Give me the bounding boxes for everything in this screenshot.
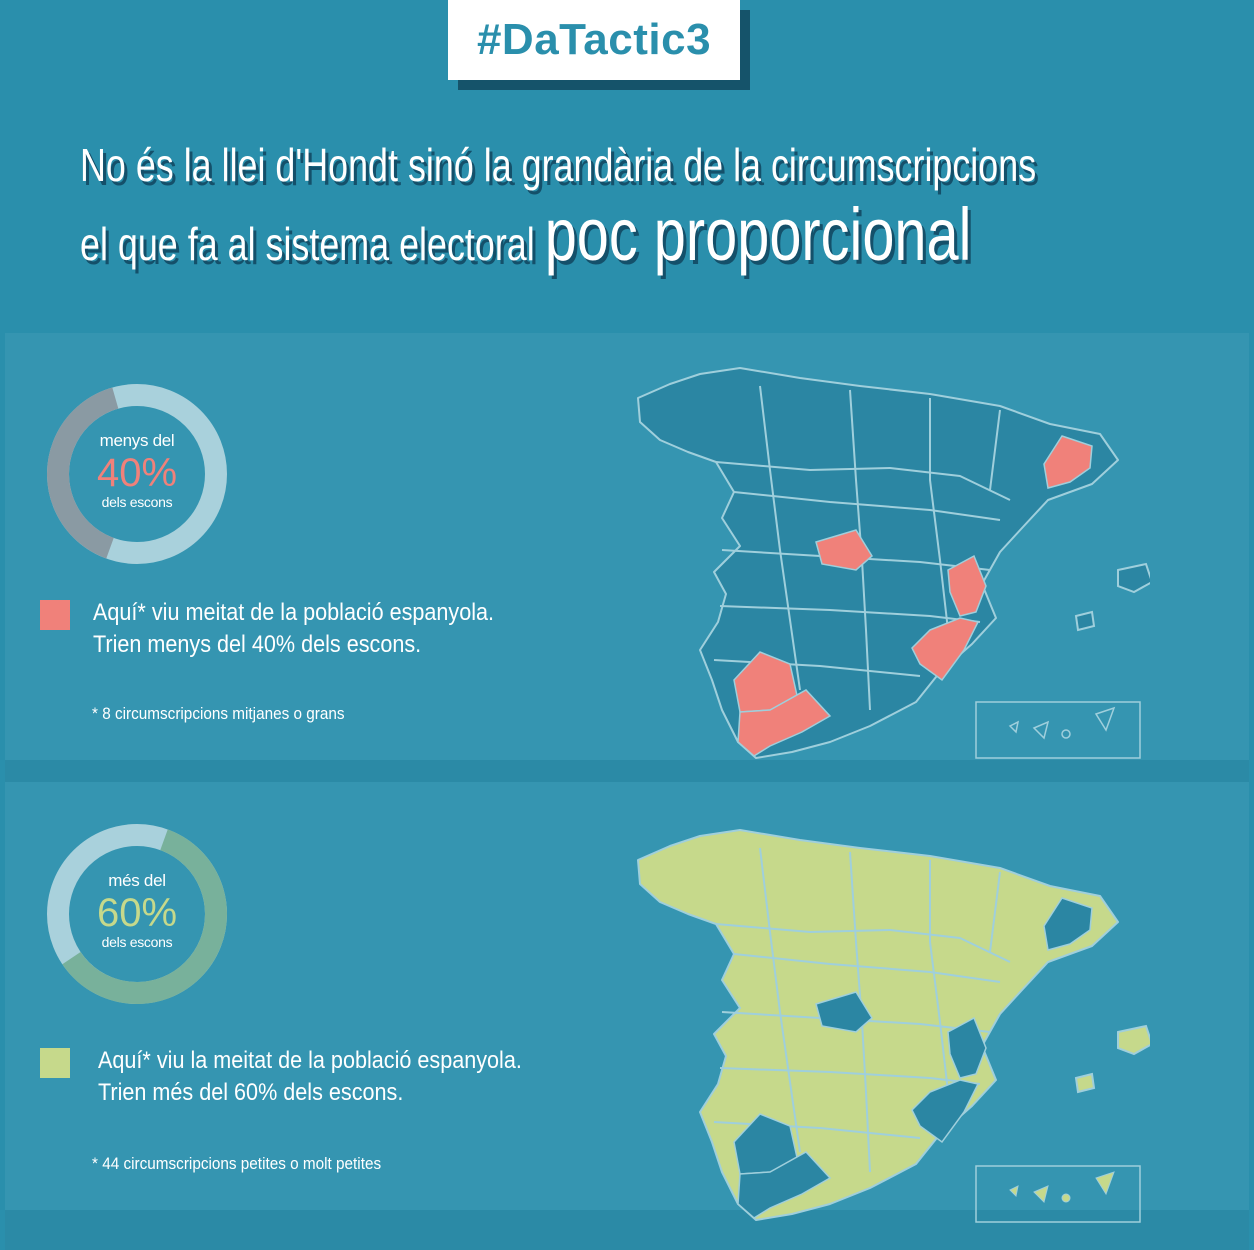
legend-line-2: Trien menys del 40% dels escons.	[93, 631, 422, 658]
donut-top-label: més del	[108, 871, 166, 890]
canary-island	[1061, 729, 1071, 739]
region-valencia	[947, 1016, 987, 1079]
panel-small-circumscriptions	[5, 782, 1249, 1210]
legend-line-2: Trien més del 60% dels escons.	[98, 1079, 404, 1106]
province-border	[715, 923, 1011, 963]
headline-line-2: el que fa al sistema electoral poc propo…	[80, 198, 971, 279]
headline-emphasis: poc proporcional	[544, 193, 972, 276]
region-madrid	[815, 991, 873, 1033]
province-border	[713, 1121, 921, 1139]
island-ibiza	[1074, 610, 1096, 632]
region-madrid	[815, 529, 873, 571]
donut-value: 60%	[96, 891, 178, 935]
canary-island	[1032, 720, 1050, 740]
legend-line-1: Aquí* viu meitat de la població espanyol…	[93, 599, 495, 626]
donut-ring	[47, 384, 227, 564]
donut-value: 40%	[96, 451, 178, 495]
province-border	[719, 605, 981, 623]
footnote-small: * 44 circumscripcions petites o molt pet…	[92, 1154, 382, 1173]
province-border	[759, 847, 801, 1153]
province-border	[989, 409, 1001, 491]
footer-strip	[5, 1210, 1249, 1250]
donut-share-arc	[47, 384, 227, 564]
canary-islands-inset	[975, 1165, 1141, 1223]
canary-islands-inset	[975, 701, 1141, 759]
donut-bottom-label: dels escons	[101, 494, 173, 510]
section-divider	[5, 760, 1249, 782]
spain-outline	[637, 367, 1119, 759]
panel-big-circumscriptions	[5, 333, 1249, 760]
spain-map-svg	[637, 829, 1150, 1223]
headline-line-2-lead: el que fa al sistema electoral	[80, 218, 535, 270]
province-border	[715, 461, 1011, 501]
region-alicante-murcia	[911, 617, 980, 682]
headline-line-1: No és la llei d'Hondt sinó la grandària …	[80, 139, 1037, 191]
province-border	[759, 385, 801, 691]
legend-swatch-green	[40, 1048, 70, 1078]
province-border	[929, 398, 949, 631]
donut-top-label: menys del	[99, 431, 175, 450]
province-border	[733, 491, 1001, 521]
canary-island	[1095, 1171, 1115, 1196]
spain-map-small-regions	[630, 822, 1150, 1232]
island-mallorca	[1117, 1024, 1150, 1056]
region-malaga-cadiz	[737, 1151, 832, 1219]
legend-text-small: Aquí* viu la meitat de la població espan…	[98, 1045, 522, 1109]
donut-bottom-label: dels escons	[101, 934, 173, 950]
island-mallorca	[1117, 562, 1150, 594]
canary-island	[1094, 706, 1116, 732]
canary-island	[1008, 720, 1020, 734]
donut-chart-big: menys del 40% dels escons	[46, 383, 228, 565]
donut-ring	[47, 824, 227, 1004]
province-border	[929, 860, 949, 1093]
province-border	[719, 1067, 981, 1085]
island-ibiza	[1074, 1072, 1096, 1094]
canary-island	[1061, 1193, 1071, 1203]
spain-map-big-regions	[630, 360, 1150, 770]
footnote-big: * 8 circumscripcions mitjanes o grans	[92, 704, 345, 723]
province-border	[989, 871, 1001, 953]
spain-map-svg	[637, 367, 1150, 759]
canary-island	[1009, 1185, 1019, 1198]
spain-outline	[637, 829, 1119, 1221]
headline: No és la llei d'Hondt sinó la grandària …	[80, 130, 1037, 279]
region-valencia	[947, 554, 987, 617]
region-alicante-murcia	[911, 1079, 980, 1144]
region-malaga-cadiz	[737, 689, 832, 757]
donut-chart-small: més del 60% dels escons	[46, 823, 228, 1005]
donut-share-arc	[47, 824, 227, 1004]
legend-swatch-coral	[40, 600, 70, 630]
region-barcelona	[1043, 435, 1093, 489]
legend-line-1: Aquí* viu la meitat de la població espan…	[98, 1047, 522, 1074]
province-border	[733, 953, 1001, 983]
legend-text-big: Aquí* viu meitat de la població espanyol…	[93, 597, 494, 661]
region-barcelona	[1043, 897, 1093, 951]
province-border	[713, 659, 921, 677]
canary-island	[1033, 1185, 1049, 1203]
hashtag-title: #DaTactic3	[448, 0, 740, 80]
